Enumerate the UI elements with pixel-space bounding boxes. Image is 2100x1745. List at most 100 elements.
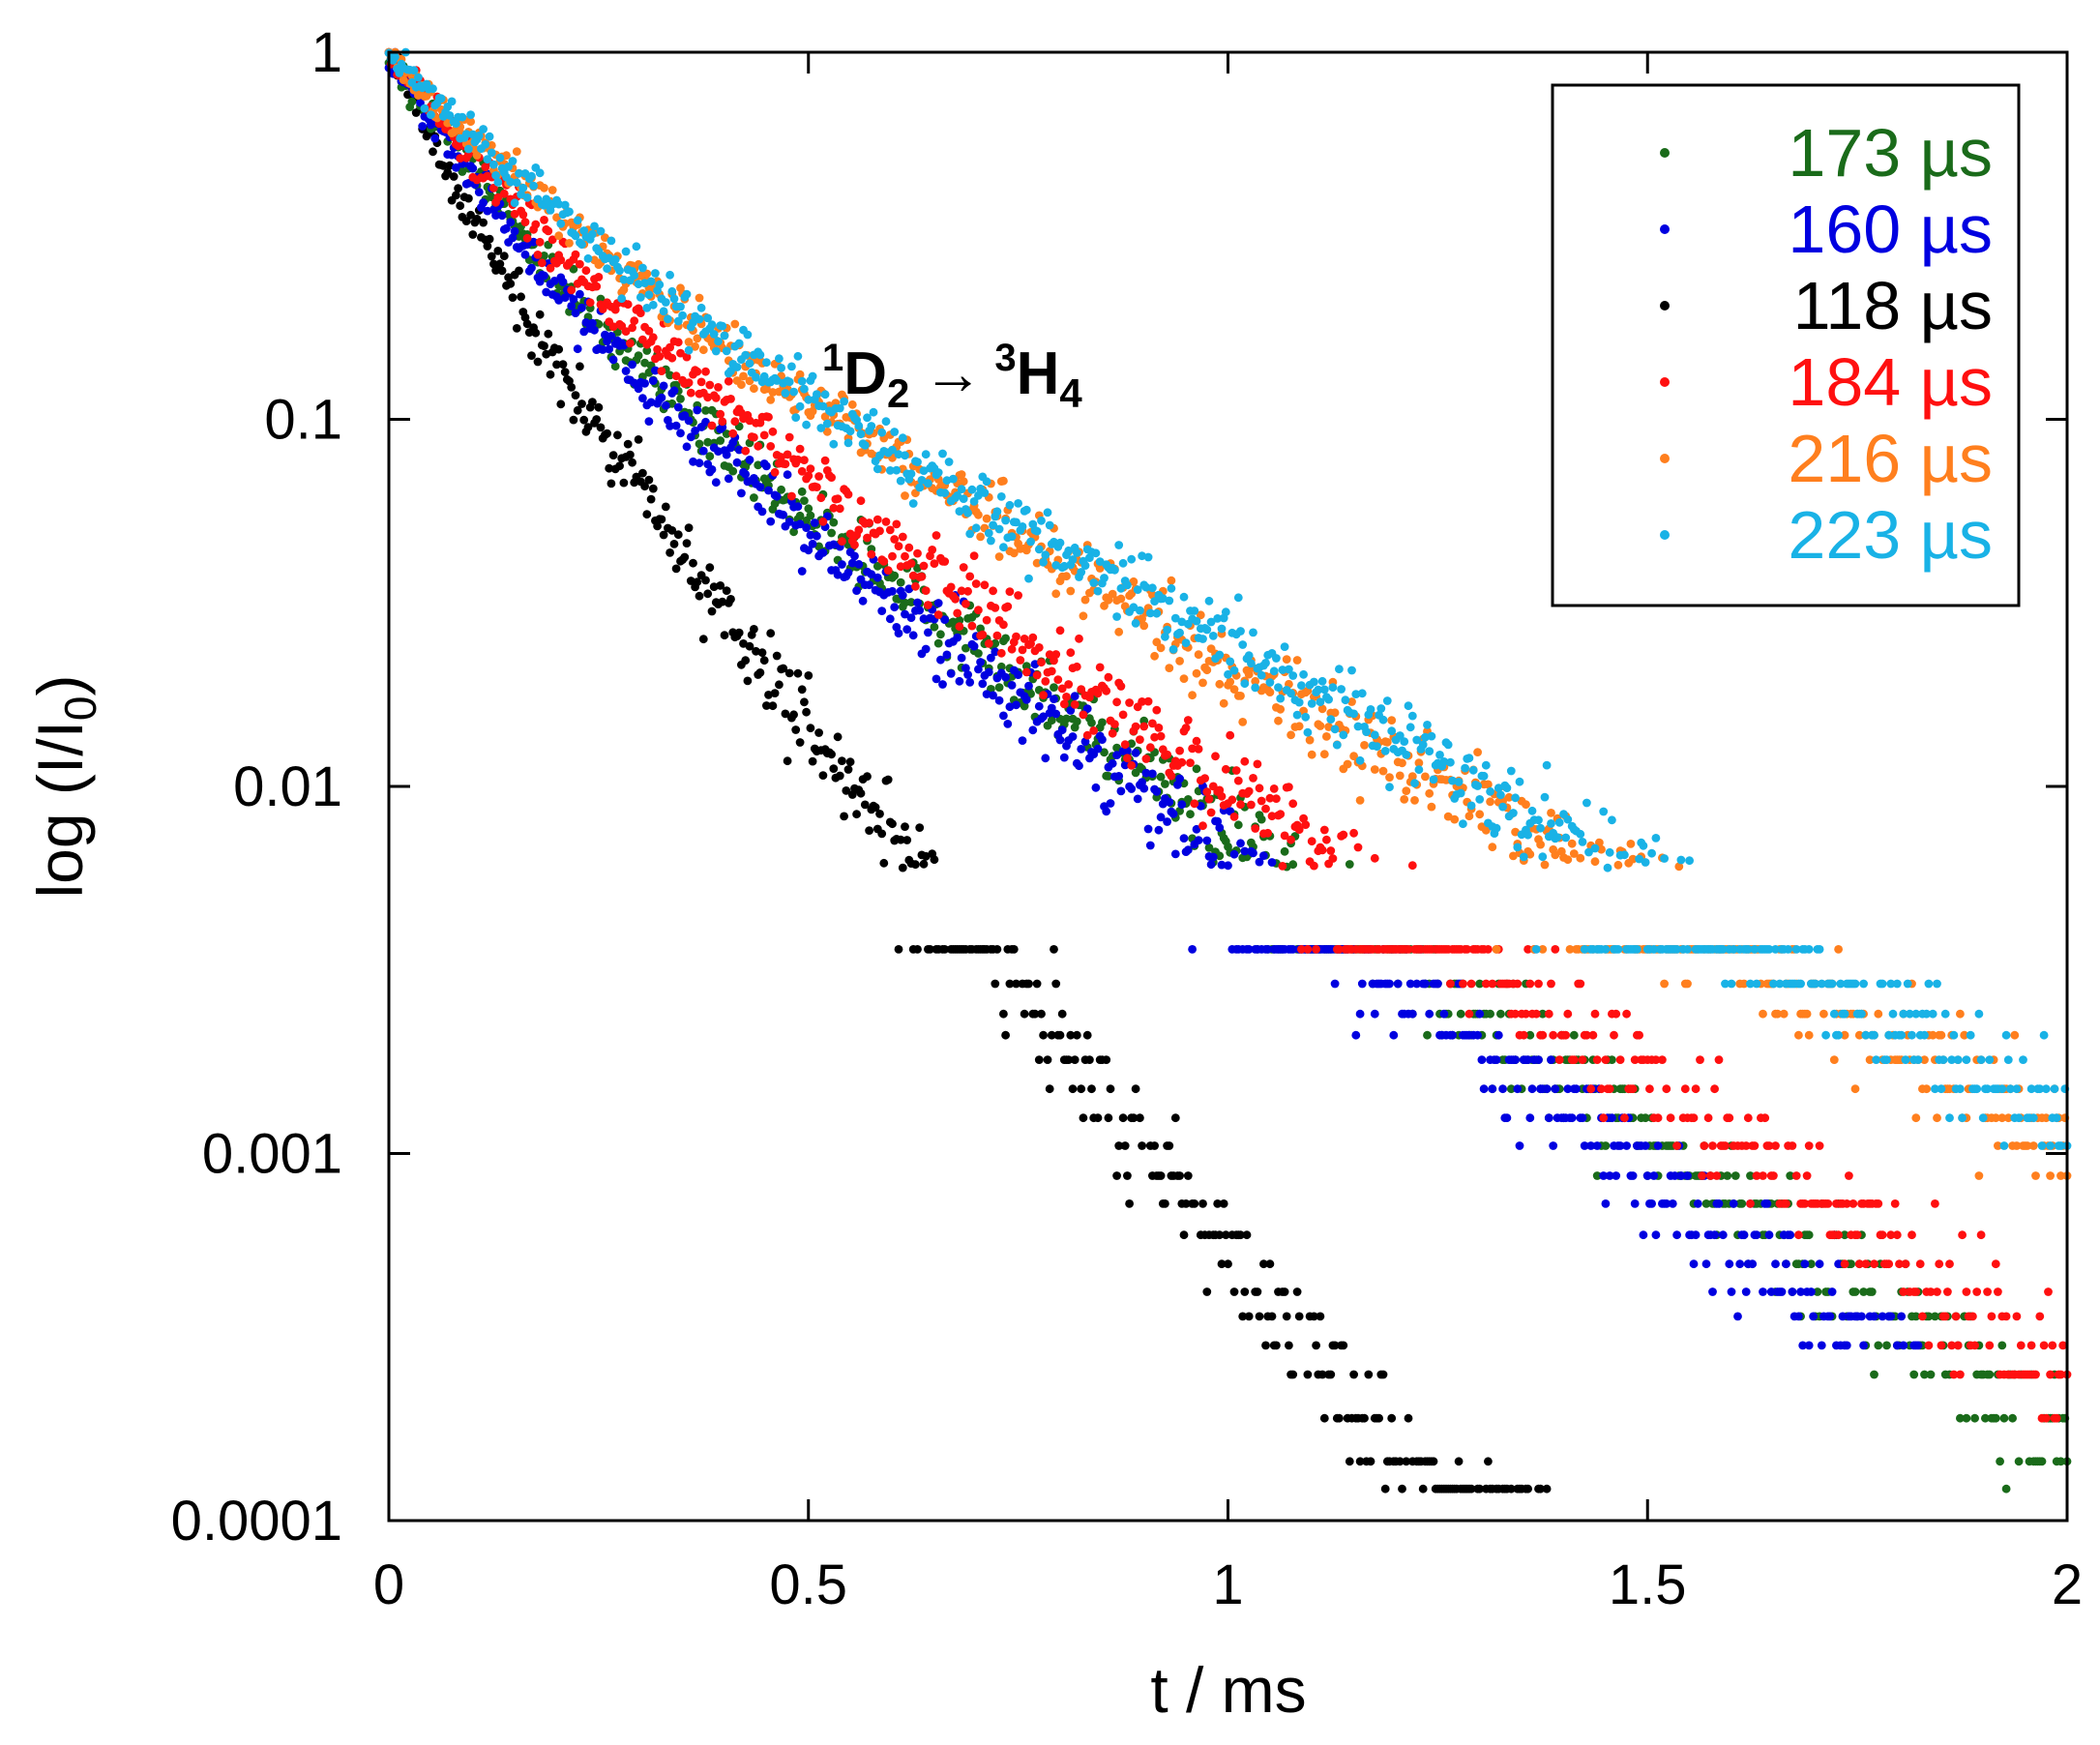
point-184 [728, 429, 738, 438]
point-184 [845, 529, 855, 539]
point-184 [1628, 1084, 1638, 1094]
point-184 [833, 494, 843, 503]
point-184 [1349, 828, 1358, 838]
point-173 [1859, 1287, 1868, 1296]
point-173 [1204, 843, 1214, 852]
point-216 [1129, 577, 1139, 586]
point-184 [759, 430, 769, 440]
point-223 [1884, 1030, 1894, 1040]
point-216 [1370, 765, 1379, 774]
point-223 [1815, 945, 1824, 954]
point-184 [965, 572, 975, 581]
point-184 [1750, 1141, 1760, 1150]
point-216 [1116, 594, 1126, 604]
point-160 [976, 658, 985, 666]
point-118 [1125, 1199, 1134, 1208]
point-223 [1148, 583, 1157, 593]
point-216 [2012, 1141, 2022, 1150]
point-184 [1070, 700, 1080, 709]
point-223 [695, 314, 704, 324]
point-118 [894, 945, 903, 954]
point-160 [1179, 834, 1189, 843]
point-160 [695, 458, 704, 468]
point-216 [1196, 610, 1205, 620]
point-118 [540, 341, 548, 350]
point-216 [1165, 664, 1174, 672]
point-223 [1341, 695, 1350, 705]
point-184 [1680, 1084, 1690, 1094]
point-184 [1287, 835, 1295, 844]
point-184 [1842, 1199, 1851, 1208]
point-173 [458, 167, 467, 176]
point-173 [2037, 1457, 2047, 1466]
point-118 [1136, 1113, 1144, 1123]
point-160 [673, 402, 683, 412]
point-184 [655, 352, 665, 361]
point-160 [1177, 800, 1187, 810]
point-160 [902, 625, 912, 635]
point-184 [951, 594, 960, 604]
point-216 [1425, 788, 1435, 798]
point-160 [1878, 1312, 1887, 1321]
point-184 [1985, 1341, 1995, 1350]
point-223 [651, 269, 660, 278]
point-160 [510, 226, 519, 236]
point-118 [1129, 1113, 1139, 1123]
point-216 [2003, 1113, 2013, 1123]
point-223 [1685, 856, 1694, 866]
point-184 [718, 417, 727, 427]
point-184 [974, 606, 983, 615]
point-160 [885, 614, 895, 624]
point-223 [1347, 665, 1356, 675]
point-223 [1439, 757, 1449, 766]
point-184 [1353, 843, 1363, 852]
point-216 [466, 117, 475, 127]
point-184 [1635, 1030, 1643, 1040]
point-184 [1610, 1030, 1618, 1040]
point-160 [1116, 786, 1126, 796]
point-223 [1332, 740, 1342, 750]
point-216 [1421, 772, 1430, 782]
point-118 [762, 701, 771, 710]
point-184 [932, 531, 941, 540]
point-184 [982, 615, 991, 625]
point-160 [1050, 695, 1058, 704]
point-223 [1983, 1084, 1993, 1094]
point-184 [644, 326, 654, 336]
point-118 [1150, 1141, 1159, 1150]
point-184 [1041, 677, 1050, 686]
point-184 [1949, 1370, 1959, 1379]
point-173 [701, 406, 710, 415]
point-184 [1968, 1312, 1977, 1321]
point-223 [522, 192, 532, 202]
point-160 [1066, 706, 1076, 715]
point-184 [544, 226, 553, 236]
point-184 [1551, 945, 1560, 954]
point-118 [1253, 1287, 1262, 1296]
point-184 [1072, 662, 1081, 671]
point-160 [701, 417, 710, 427]
point-184 [1870, 1259, 1878, 1269]
point-118 [464, 193, 473, 203]
point-160 [1249, 848, 1257, 858]
point-223 [1821, 1030, 1830, 1040]
point-184 [1549, 1030, 1558, 1040]
point-118 [759, 656, 769, 665]
point-160 [1051, 709, 1061, 719]
point-118 [452, 191, 460, 200]
point-160 [577, 303, 586, 312]
point-160 [901, 609, 909, 619]
point-223 [1034, 545, 1044, 554]
point-160 [766, 517, 776, 526]
point-160 [1759, 1287, 1767, 1296]
point-223 [464, 144, 473, 154]
point-184 [1511, 1009, 1520, 1019]
point-118 [709, 582, 719, 591]
point-160 [1206, 860, 1216, 870]
point-160 [634, 384, 643, 394]
point-223 [596, 226, 606, 236]
point-160 [1175, 774, 1184, 784]
point-223 [1249, 628, 1257, 637]
point-223 [718, 321, 727, 331]
point-160 [1288, 945, 1298, 954]
